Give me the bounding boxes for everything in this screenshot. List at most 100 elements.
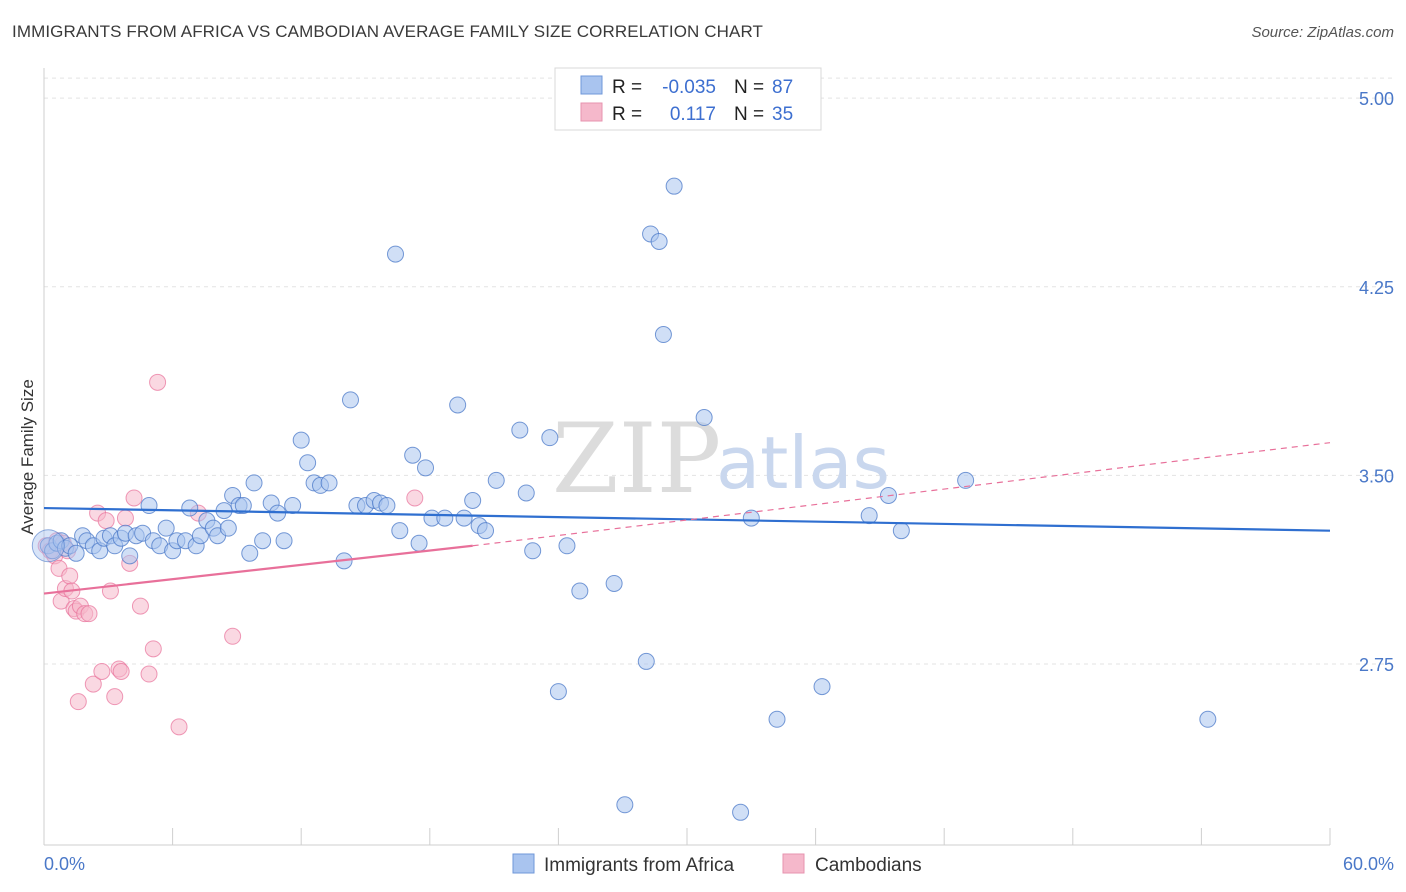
cambodians-point-34 (224, 627, 242, 645)
africa-point-86 (892, 522, 910, 540)
legend-blue-swatch (580, 75, 603, 95)
x-tick-label-min: 0.0% (44, 854, 85, 874)
africa-point-36 (234, 497, 252, 515)
africa-point-45 (299, 454, 317, 472)
africa-point-55 (378, 497, 396, 515)
cambodians-point-9 (61, 567, 79, 585)
cambodians-point-16 (80, 605, 98, 623)
x-tick-labels: 0.0% 60.0% (44, 854, 1394, 874)
cambodians-point-19 (93, 662, 111, 680)
watermark-atlas: atlas (716, 421, 890, 505)
cambodians-trend-line (43, 544, 473, 595)
africa-point-71 (524, 542, 542, 560)
y-axis-label: Average Family Size (18, 379, 37, 535)
legend-pink-swatch (580, 102, 603, 122)
africa-point-69 (511, 421, 529, 439)
cambodians-point-30 (144, 640, 162, 658)
legend-pink-n-label: N = (734, 104, 764, 125)
africa-point-89 (768, 710, 786, 728)
cambodians-point-35 (406, 489, 424, 507)
africa-point-44 (292, 431, 310, 449)
africa-point-72 (541, 429, 559, 447)
y-tick-label-2: 4.25 (1359, 278, 1394, 298)
cambodians-trend-extension (472, 442, 1331, 547)
africa-point-63 (449, 396, 467, 414)
africa-point-76 (616, 796, 634, 814)
africa-point-82 (695, 409, 713, 427)
africa-point-50 (341, 391, 359, 409)
legend-box: R = -0.035 N = 87 R = 0.117 N = 35 (554, 67, 822, 131)
africa-point-80 (654, 326, 672, 344)
legend-blue-n-value: 87 (772, 77, 793, 98)
bottom-legend-blue-swatch (512, 853, 535, 874)
bottom-legend: Immigrants from Africa Cambodians (512, 853, 922, 876)
bottom-legend-pink-swatch (782, 853, 805, 874)
cambodians-point-24 (112, 662, 130, 680)
africa-point-88 (732, 803, 750, 821)
africa-point-19 (140, 497, 158, 515)
trend-lines (43, 442, 1331, 595)
africa-point-38 (245, 474, 263, 492)
africa-point-39 (254, 532, 272, 550)
cambodians-point-32 (170, 718, 188, 736)
africa-point-74 (571, 582, 589, 600)
africa-point-33 (219, 519, 237, 537)
africa-point-48 (320, 474, 338, 492)
legend-blue-r-label: R = (612, 77, 642, 98)
africa-point-75 (605, 574, 623, 592)
legend-blue-n-label: N = (734, 77, 764, 98)
africa-point-67 (477, 522, 495, 540)
africa-point-64 (455, 509, 473, 527)
africa-point-28 (191, 527, 209, 545)
chart-source: Source: ZipAtlas.com (1251, 24, 1394, 41)
y-tick-label-3: 5.00 (1359, 89, 1394, 109)
africa-point-22 (157, 519, 175, 537)
legend-pink-r-value: 0.117 (670, 104, 716, 125)
africa-point-91 (813, 678, 831, 696)
x-tick-label-max: 60.0% (1343, 854, 1394, 874)
cambodians-point-31 (149, 373, 167, 391)
y-tick-label-0: 2.75 (1359, 655, 1394, 675)
africa-point-84 (860, 507, 878, 525)
africa-point-81 (665, 177, 683, 195)
bottom-legend-blue-label: Immigrants from Africa (544, 855, 734, 876)
africa-point-73 (558, 537, 576, 555)
africa-point-37 (241, 544, 259, 562)
legend-blue-r-value: -0.035 (662, 77, 716, 98)
cambodians-point-25 (116, 509, 134, 527)
africa-point-62 (436, 509, 454, 527)
africa-point-57 (391, 522, 409, 540)
axes (43, 68, 1331, 846)
cambodians-point-17 (84, 675, 102, 693)
africa-point-26 (181, 499, 199, 517)
africa-point-70 (517, 484, 535, 502)
africa-trend-line (43, 506, 1331, 532)
cambodians-point-28 (131, 597, 149, 615)
cambodians-point-27 (125, 489, 143, 507)
africa-point-60 (417, 459, 435, 477)
africa-point-77 (637, 652, 655, 670)
bottom-legend-pink-label: Cambodians (815, 855, 922, 876)
africa-point-58 (404, 446, 422, 464)
africa-point-6 (67, 544, 85, 562)
africa-point-92 (549, 683, 567, 701)
africa-point-59 (410, 534, 428, 552)
watermark: ZIP atlas (552, 403, 890, 515)
africa-point-43 (284, 497, 302, 515)
africa-point-83 (742, 509, 760, 527)
cambodians-point-29 (140, 665, 158, 683)
y-tick-label-1: 3.50 (1359, 466, 1394, 486)
africa-point-87 (957, 471, 975, 489)
africa-point-56 (387, 245, 405, 263)
y-tick-labels: 2.75 3.50 4.25 5.00 (1359, 89, 1394, 675)
cambodians-point-20 (97, 512, 115, 530)
africa-point-68 (487, 471, 505, 489)
africa-point-65 (464, 492, 482, 510)
cambodians-point-22 (106, 688, 124, 706)
africa-point-79 (650, 233, 668, 251)
africa-point-16 (121, 547, 139, 565)
africa-point-42 (275, 532, 293, 550)
cambodians-point-13 (69, 693, 87, 711)
legend-pink-r-label: R = (612, 104, 642, 125)
